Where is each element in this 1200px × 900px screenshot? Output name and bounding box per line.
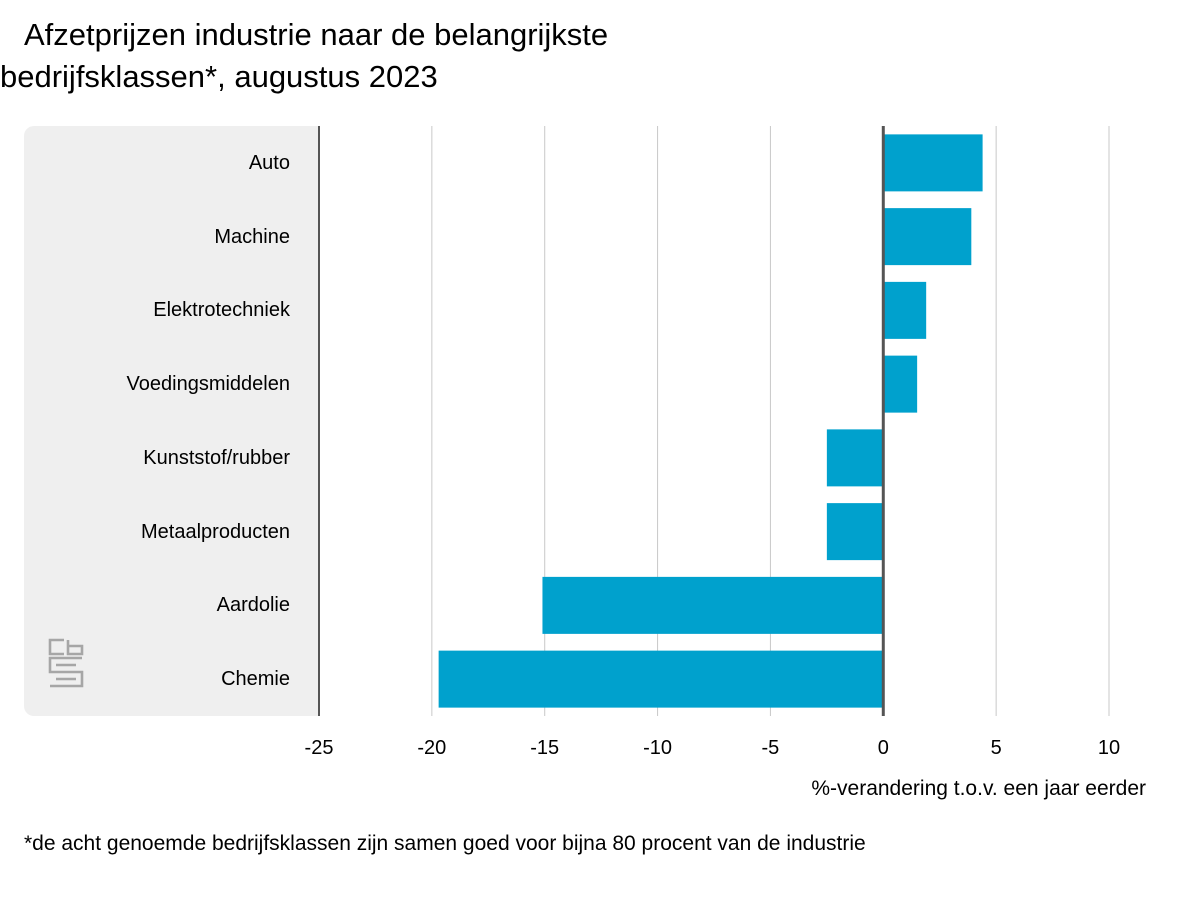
category-label-5: Metaalproducten (141, 520, 290, 543)
bar-1 (883, 208, 972, 266)
category-label-2: Elektrotechniek (153, 299, 290, 322)
category-label-6: Aardolie (216, 594, 290, 617)
footnote: *de acht genoemde bedrijfsklassen zijn s… (24, 832, 866, 855)
category-label-panel (24, 126, 318, 716)
category-label-7: Chemie (221, 668, 290, 691)
bar-0 (883, 134, 983, 192)
category-label-0: Auto (248, 151, 290, 174)
x-tick-label-4: -5 (761, 737, 780, 759)
bar-3 (883, 355, 918, 413)
x-tick-label-0: -25 (304, 737, 334, 759)
bar-5 (826, 503, 884, 561)
chart-title-line-1: Afzetprijzen industrie naar de belangrij… (24, 17, 609, 52)
category-label-1: Machine (214, 225, 290, 248)
bar-7 (438, 650, 884, 708)
category-label-4: Kunststof/rubber (143, 446, 290, 469)
x-tick-label-2: -15 (530, 737, 560, 759)
bar-2 (883, 281, 927, 339)
chart-title-line-2: bedrijfsklassen*, augustus 2023 (0, 59, 438, 94)
bar-6 (542, 576, 884, 634)
bar-4 (826, 429, 884, 487)
x-tick-label-7: 10 (1097, 737, 1121, 759)
cbs-logo-icon (48, 638, 84, 688)
x-tick-label-3: -10 (643, 737, 673, 759)
x-tick-label-1: -20 (417, 737, 447, 759)
chart-title: Afzetprijzen industrie naar de belangrij… (0, 14, 720, 98)
x-tick-label-5: 0 (877, 737, 889, 759)
x-axis-label: %-verandering t.o.v. een jaar eerder (811, 777, 1146, 800)
category-label-3: Voedingsmiddelen (126, 373, 290, 396)
x-tick-label-6: 5 (990, 737, 1002, 759)
